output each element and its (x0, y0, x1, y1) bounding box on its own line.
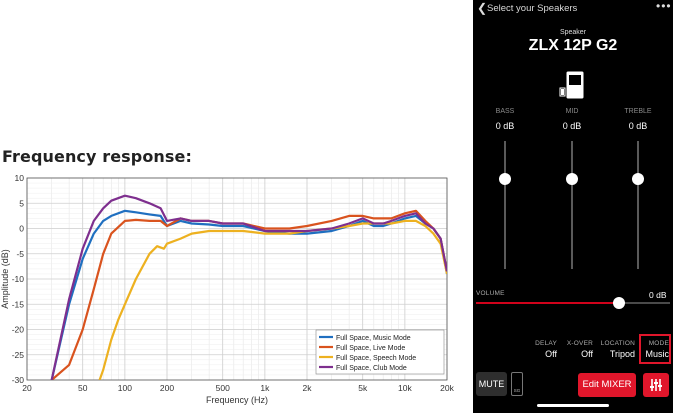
mid-value: 0 dB (562, 121, 582, 131)
x-tick-label: 200 (160, 383, 174, 393)
treble-slider-track[interactable] (637, 141, 639, 269)
edit-mixer-button[interactable]: Edit MIXER (578, 373, 636, 397)
y-tick-label: 10 (15, 173, 25, 183)
y-tick-label: -5 (16, 249, 24, 259)
home-indicator (537, 404, 609, 407)
frequency-response-panel: Frequency response: 20 50 100 200 500 1k 2k 5k 1… (0, 147, 455, 405)
x-tick-label: 20 (22, 383, 32, 393)
bass-label: BASS (495, 108, 515, 115)
chevron-left-icon[interactable]: ❮ (477, 1, 488, 15)
series-line-3 (98, 219, 447, 380)
location-value: Tripod (609, 349, 635, 359)
mode-value: Music (645, 349, 669, 359)
y-tick-label: -25 (12, 350, 25, 360)
xover-label: X-OVER (566, 340, 593, 347)
mode-label: MODE (648, 340, 669, 347)
x-tick-label: 20k (440, 383, 454, 393)
legend-box (315, 329, 445, 375)
more-dots-icon[interactable]: ••• (656, 0, 672, 13)
bass-value: 0 dB (495, 121, 515, 131)
speaker-name: ZLX 12P G2 (528, 37, 618, 54)
y-tick-label: -10 (12, 274, 25, 284)
y-tick-label: 0 (19, 224, 24, 234)
bass-slider-knob[interactable] (499, 173, 511, 185)
x-tick-label: 100 (118, 383, 132, 393)
legend-label: Full Space, Music Mode (336, 335, 411, 342)
mid-slider-knob[interactable] (566, 173, 578, 185)
delay-value: Off (545, 349, 557, 359)
x-axis-label: Frequency (Hz) (206, 395, 268, 405)
series-line-1 (50, 209, 447, 380)
mid-slider-track[interactable] (571, 141, 573, 269)
speaker-label: Speaker (559, 29, 587, 36)
bass-slider-track[interactable] (504, 141, 506, 269)
xover-value: Off (581, 349, 593, 359)
speaker-app-screen: ❮ Select your Speakers ••• Speaker ZLX 1… (473, 0, 673, 413)
legend-label: Full Space, Live Mode (336, 345, 405, 352)
eq-settings-button[interactable] (643, 373, 669, 397)
mid-label: MID (565, 108, 579, 115)
volume-track-empty[interactable] (620, 302, 670, 304)
x-tick-label: 50 (78, 383, 88, 393)
mode-highlight-box (639, 334, 671, 364)
sliders-icon (650, 379, 662, 391)
x-tick-label: 1k (260, 383, 270, 393)
volume-track-filled[interactable] (476, 302, 620, 304)
treble-label: TREBLE (624, 108, 652, 115)
x-tick-label: 500 (216, 383, 230, 393)
y-tick-label: -20 (12, 325, 25, 335)
frequency-chart: 20 50 100 200 500 1k 2k 5k 10k 20k1050-5-10-15-20… (0, 173, 455, 405)
x-tick-label: 5k (358, 383, 368, 393)
volume-slider-knob[interactable] (613, 297, 625, 309)
page-heading: Frequency response: (2, 147, 192, 166)
sg-button[interactable]: SG (511, 372, 523, 396)
delay-label: DELAY (535, 340, 557, 347)
treble-value: 0 dB (628, 121, 648, 131)
speaker-icon (559, 71, 584, 99)
location-label: LOCATION (600, 340, 635, 347)
volume-label: VOLUME (476, 290, 505, 297)
y-tick-label: -15 (12, 299, 25, 309)
delay-control[interactable]: DELAY Off (525, 340, 557, 359)
y-tick-label: 5 (19, 198, 24, 208)
series-line-4 (50, 194, 447, 380)
treble-slider-knob[interactable] (632, 173, 644, 185)
legend-label: Full Space, Club Mode (336, 365, 407, 372)
x-tick-label: 10k (398, 383, 412, 393)
legend-label: Full Space, Speech Mode (336, 355, 416, 362)
mute-button[interactable]: MUTE (476, 372, 507, 396)
location-control[interactable]: LOCATION Tripod (595, 340, 635, 359)
axes-box (26, 177, 448, 381)
x-tick-label: 2k (303, 383, 313, 393)
xover-control[interactable]: X-OVER Off (561, 340, 593, 359)
y-tick-label: -30 (12, 375, 25, 385)
nav-title[interactable]: Select your Speakers (487, 3, 578, 14)
volume-value: 0 dB (649, 290, 667, 300)
mode-control[interactable]: MODE Music (639, 340, 669, 359)
y-axis-label: Amplitude (dB) (0, 249, 10, 309)
